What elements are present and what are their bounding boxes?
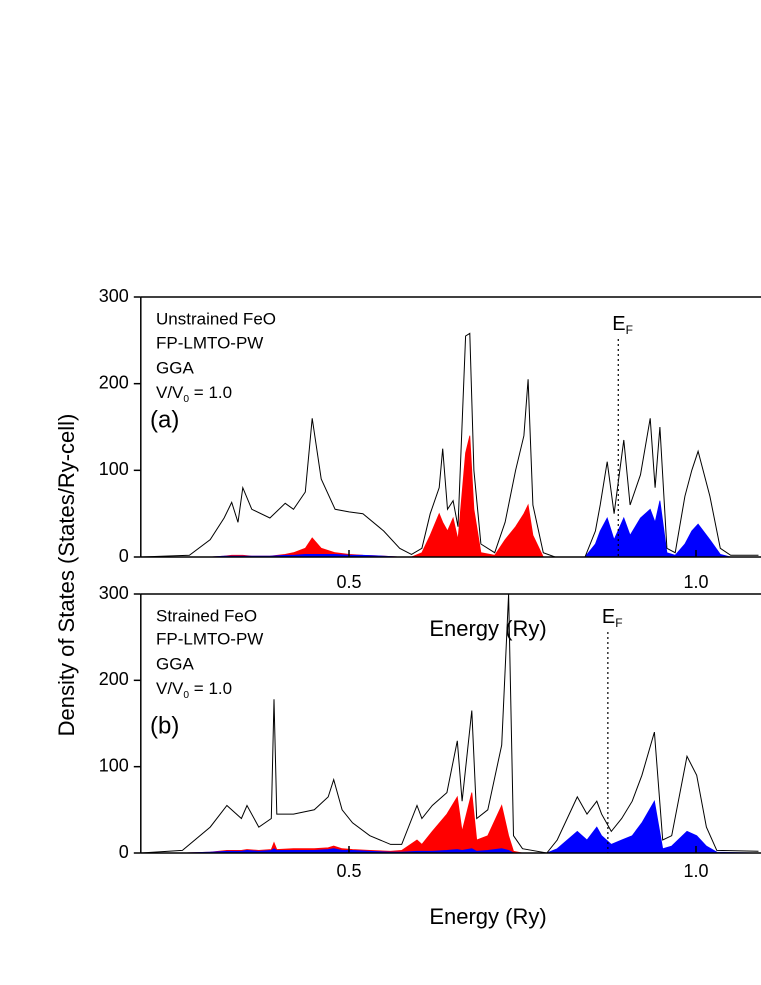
dos-line — [140, 593, 759, 854]
annotation: Unstrained FeO — [156, 309, 276, 328]
dos-area — [140, 435, 759, 558]
annotation: GGA — [156, 654, 194, 673]
annotation: FP-LMTO-PW — [156, 629, 263, 648]
ratio-label-sub: 0 — [183, 394, 189, 405]
annotation: FP-LMTO-PW — [156, 333, 263, 352]
dos-area — [140, 792, 759, 854]
y-axis-label: Density of States (States/Ry-cell) — [54, 414, 79, 737]
ratio-label-sub: 0 — [183, 690, 189, 701]
x-axis-label: Energy (Ry) — [429, 904, 546, 929]
x-tick-label: 1.0 — [683, 861, 708, 881]
fermi-label: EF — [602, 606, 623, 630]
ratio-label-main: V/V — [156, 383, 184, 402]
fermi-label: EF — [612, 313, 633, 337]
fermi-label-sub: F — [615, 616, 622, 630]
x-axis-label: Energy (Ry) — [429, 616, 546, 641]
x-tick-label: 0.5 — [336, 572, 361, 592]
x-tick-label: 0.5 — [336, 861, 361, 881]
panel-label: (a) — [150, 406, 179, 433]
y-tick-label: 0 — [119, 546, 129, 566]
fermi-label-main: E — [612, 313, 625, 335]
y-tick-label: 0 — [119, 842, 129, 862]
y-tick-label: 200 — [99, 669, 129, 689]
ratio-label: V/V0 = 1.0 — [156, 383, 232, 404]
x-tick-label: 1.0 — [683, 572, 708, 592]
y-tick-label: 200 — [99, 372, 129, 392]
ratio-label-main: V/V — [156, 679, 184, 698]
annotation: GGA — [156, 358, 194, 377]
ratio-label: V/V0 = 1.0 — [156, 679, 232, 700]
dos-area — [140, 800, 759, 854]
y-tick-label: 300 — [99, 286, 129, 306]
ratio-label-rest: = 1.0 — [189, 383, 232, 402]
y-tick-label: 100 — [99, 755, 129, 775]
fermi-label-sub: F — [626, 323, 633, 337]
panel-label: (b) — [150, 712, 179, 739]
y-tick-label: 300 — [99, 583, 129, 603]
ratio-label-rest: = 1.0 — [189, 679, 232, 698]
fermi-label-main: E — [602, 606, 615, 628]
y-tick-label: 100 — [99, 459, 129, 479]
annotation: Strained FeO — [156, 606, 257, 625]
dos-line — [140, 332, 759, 558]
